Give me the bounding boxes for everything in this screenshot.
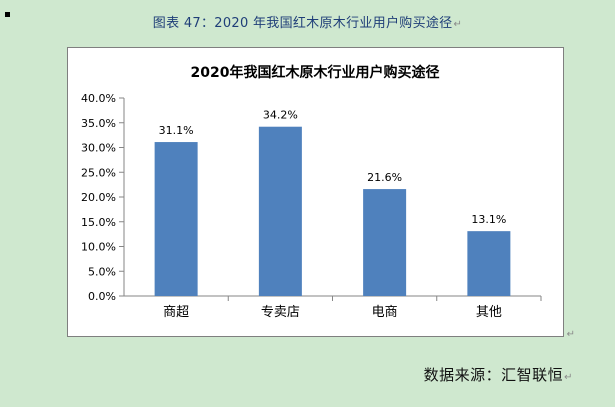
y-tick-label: 25.0% bbox=[81, 166, 116, 179]
y-tick-label: 10.0% bbox=[81, 241, 116, 254]
chart-frame: 2020年我国红木原木行业用户购买途径 0.0% 5.0% 10.0% 15.0% 20… bbox=[67, 47, 575, 340]
y-tick-label: 35.0% bbox=[81, 117, 116, 130]
y-tick-label: 30.0% bbox=[81, 142, 116, 155]
y-axis-ticks: 0.0% 5.0% 10.0% 15.0% 20.0% 25.0% 30.0% 35.0% 40… bbox=[81, 92, 124, 303]
bar-chart: 2020年我国红木原木行业用户购买途径 0.0% 5.0% 10.0% 15.0% 20… bbox=[81, 64, 542, 320]
x-category-label: 专卖店 bbox=[261, 305, 300, 320]
bar-value-label: 31.1% bbox=[159, 124, 194, 137]
x-category-label: 其他 bbox=[476, 305, 502, 320]
list-bullet bbox=[5, 12, 10, 17]
bar bbox=[467, 231, 511, 296]
bar bbox=[363, 189, 407, 296]
bar bbox=[258, 126, 302, 297]
bar bbox=[154, 142, 198, 296]
source-paragraph-mark: ↵ bbox=[564, 372, 573, 383]
y-tick-label: 0.0% bbox=[88, 290, 116, 303]
y-tick-label: 40.0% bbox=[81, 92, 116, 105]
bar-value-label: 34.2% bbox=[263, 109, 298, 122]
data-source: 数据来源：汇智联恒↵ bbox=[424, 364, 573, 385]
x-category-label: 商超 bbox=[163, 305, 189, 320]
x-axis-categories: 商超 专卖店 电商 其他 bbox=[163, 296, 542, 320]
chart-paragraph-mark: ↵ bbox=[566, 329, 575, 340]
x-category-label: 电商 bbox=[372, 305, 398, 320]
y-tick-label: 15.0% bbox=[81, 216, 116, 229]
y-tick-label: 5.0% bbox=[88, 265, 116, 278]
bar-value-label: 13.1% bbox=[471, 213, 506, 226]
chart-title: 2020年我国红木原木行业用户购买途径 bbox=[191, 64, 440, 81]
bars: 31.1% 34.2% 21.6% 13.1% bbox=[154, 109, 511, 297]
bar-value-label: 21.6% bbox=[367, 171, 402, 184]
data-source-text: 数据来源：汇智联恒 bbox=[423, 366, 564, 384]
paragraph-mark: ↵ bbox=[453, 19, 463, 30]
figure-caption-text: 图表 47：2020 年我国红木原木行业用户购买途径 bbox=[152, 16, 453, 31]
figure-caption: 图表 47：2020 年我国红木原木行业用户购买途径↵ bbox=[0, 12, 615, 31]
y-tick-label: 20.0% bbox=[81, 191, 116, 204]
